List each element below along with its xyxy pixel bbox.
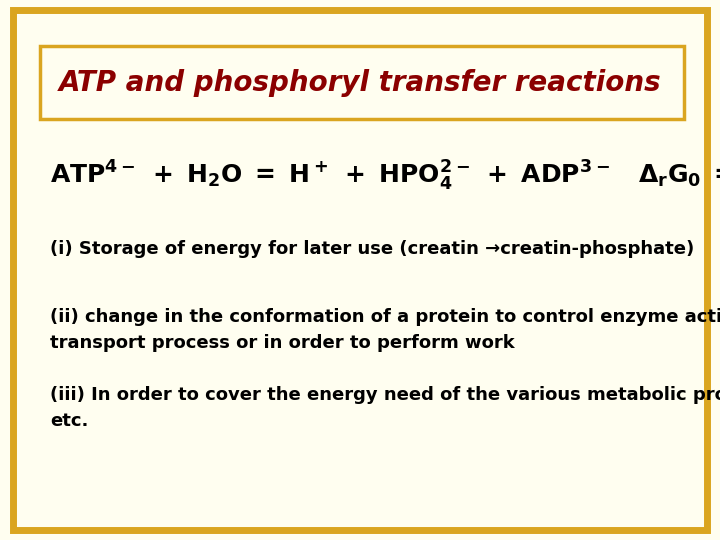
Text: (ii) change in the conformation of a protein to control enzyme activity or
trans: (ii) change in the conformation of a pro…	[50, 308, 720, 352]
Text: (i) Storage of energy for later use (creatin →creatin-phosphate): (i) Storage of energy for later use (cre…	[50, 240, 695, 258]
Text: ATP and phosphoryl transfer reactions: ATP and phosphoryl transfer reactions	[59, 69, 661, 97]
Text: $\mathbf{ATP^{4-}\ +\ H_2O\ =\ H^+\ +\ HPO_4^{2-}\ +\ ADP^{3-}}$$\quad\mathbf{\D: $\mathbf{ATP^{4-}\ +\ H_2O\ =\ H^+\ +\ H…	[50, 158, 720, 193]
Bar	[40, 46, 684, 119]
Text: (iii) In order to cover the energy need of the various metabolic processes,
etc.: (iii) In order to cover the energy need …	[50, 386, 720, 430]
